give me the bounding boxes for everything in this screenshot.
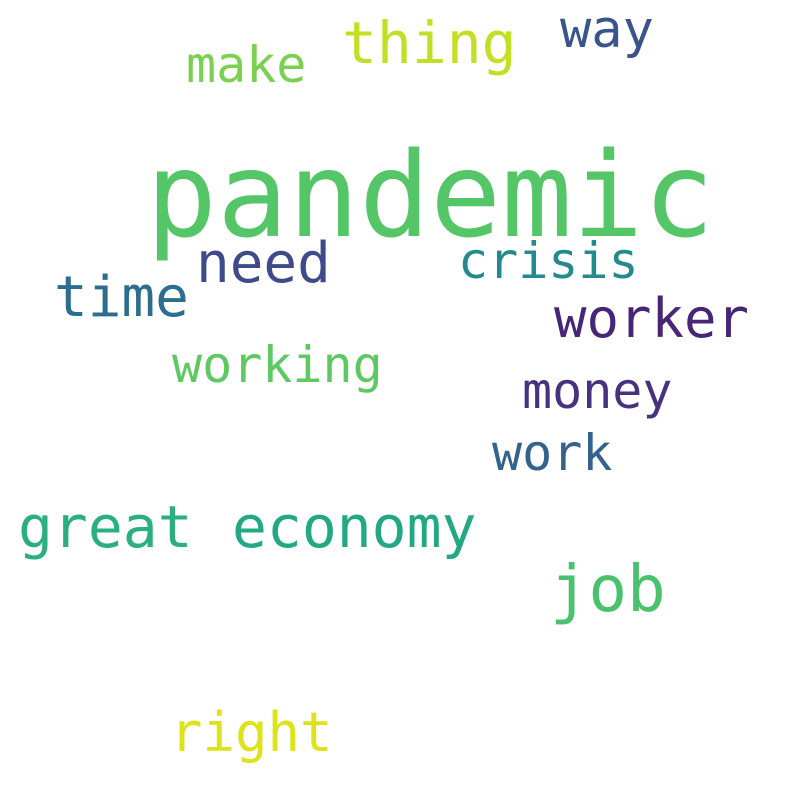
word-thing: thing [342, 9, 517, 77]
word-time: time [54, 265, 189, 330]
word-need: need [196, 231, 331, 296]
word-great: great [18, 493, 193, 561]
word-way: way [560, 0, 654, 60]
word-worker: worker [554, 287, 750, 350]
word-money: money [522, 362, 673, 420]
word-make: make [186, 36, 307, 94]
word-work: work [492, 424, 613, 482]
word-right: right [170, 701, 333, 764]
word-crisis: crisis [458, 232, 639, 290]
word-economy: economy [232, 493, 477, 561]
word-working: working [172, 336, 383, 394]
word-pandemic: pandemic [146, 126, 715, 264]
word-job: job [550, 553, 666, 627]
